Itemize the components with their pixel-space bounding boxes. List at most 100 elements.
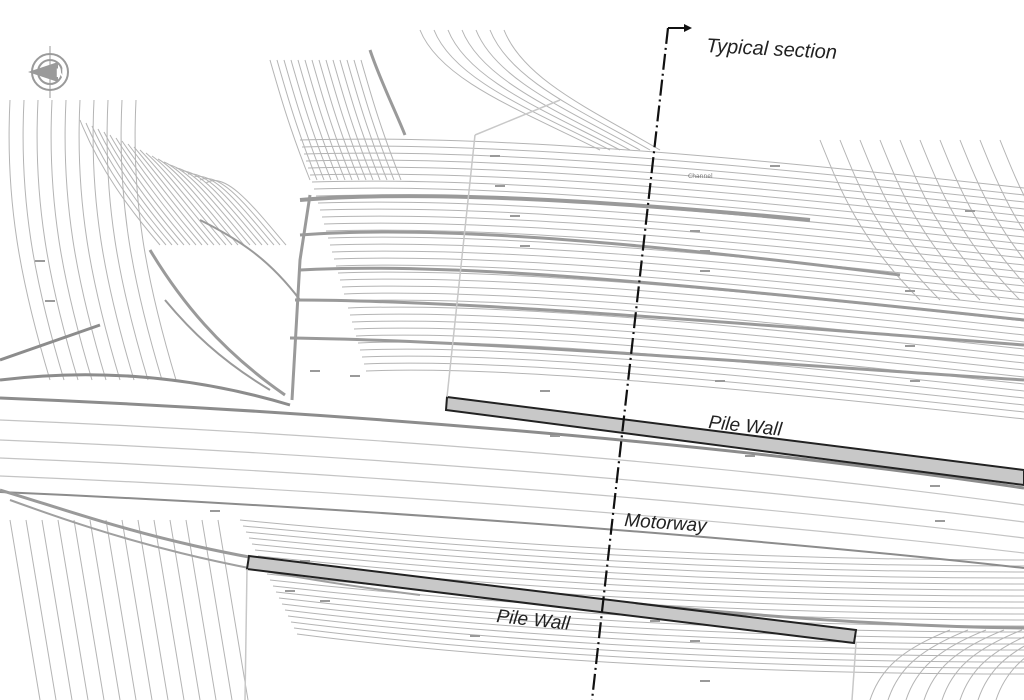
- contour-line: [919, 139, 1021, 301]
- contour-line: [335, 264, 1024, 315]
- contour-line: [290, 59, 332, 181]
- contour-line: [959, 139, 1024, 261]
- contour-line: [269, 59, 311, 181]
- elevation-tick: [930, 485, 940, 487]
- contour-line: [321, 215, 1024, 266]
- contour-line: [299, 138, 1024, 189]
- contour-line: [361, 355, 1024, 406]
- contour-line: [22, 99, 65, 381]
- contour-line: [181, 170, 263, 246]
- contour-line: [185, 519, 217, 700]
- contour-line: [305, 159, 1024, 210]
- contour-line: [239, 519, 1024, 561]
- typical-section-label: Typical section: [706, 35, 838, 64]
- contour-line: [254, 549, 1024, 591]
- contour-line: [325, 229, 1024, 280]
- elevation-tick: [35, 260, 45, 262]
- contour-line: [360, 59, 402, 181]
- elevation-tick: [700, 250, 710, 252]
- north-arrow-icon: N: [28, 46, 69, 98]
- contour-line: [105, 519, 137, 700]
- contour-line: [134, 99, 177, 381]
- contour-line: [311, 59, 353, 181]
- contour-line: [318, 59, 360, 181]
- contour-line: [92, 99, 135, 381]
- contour-line: [327, 236, 1024, 287]
- elevation-tick: [690, 640, 700, 642]
- elevation-tick: [495, 185, 505, 187]
- section-marker-flag-icon: [668, 24, 692, 32]
- contour-line: [332, 59, 374, 181]
- contour-line: [201, 519, 233, 700]
- contour-line: [819, 139, 921, 301]
- contour-line: [313, 187, 1024, 238]
- contour-line: [887, 629, 969, 700]
- contour-line: [433, 29, 611, 151]
- contour-line: [121, 519, 153, 700]
- contour-line: [145, 152, 227, 246]
- elevation-tick: [350, 375, 360, 377]
- contour-line: [343, 292, 1024, 343]
- contour-line: [245, 531, 1024, 573]
- contour-line: [304, 59, 346, 181]
- elevation-tick: [935, 520, 945, 522]
- contour-line: [139, 149, 221, 246]
- contour-line: [193, 175, 275, 246]
- elevation-tick: [490, 155, 500, 157]
- contour-line: [859, 139, 961, 301]
- elevation-tick: [210, 510, 220, 512]
- elevation-tick: [770, 165, 780, 167]
- contour-line: [8, 99, 51, 381]
- contour-line: [365, 369, 1024, 420]
- contour-line: [353, 327, 1024, 378]
- contour-line: [349, 313, 1024, 364]
- contour-line: [64, 99, 107, 381]
- contour-line: [319, 208, 1024, 259]
- contour-line: [346, 59, 388, 181]
- contour-line: [287, 615, 1024, 657]
- contour-line: [242, 525, 1024, 567]
- contour-line: [839, 139, 941, 301]
- contour-line: [283, 59, 325, 181]
- contour-line: [939, 139, 1024, 284]
- contour-line: [137, 519, 169, 700]
- contour-line: [347, 306, 1024, 357]
- contour-line: [217, 519, 249, 700]
- contour-line: [36, 99, 79, 381]
- contour-line: [79, 119, 161, 246]
- svg-text:N: N: [56, 66, 65, 80]
- contour-line: [359, 348, 1024, 399]
- contour-line: [85, 122, 167, 246]
- contour-line: [278, 597, 1024, 639]
- contour-line: [9, 519, 41, 700]
- contour-line: [999, 139, 1024, 197]
- contour-line: [351, 320, 1024, 371]
- elevation-tick: [285, 590, 295, 592]
- elevation-tick: [715, 380, 725, 382]
- elevation-tick: [745, 455, 755, 457]
- contour-line: [199, 177, 281, 246]
- contour-line: [905, 629, 987, 700]
- contour-line: [899, 139, 1001, 301]
- contour-line: [475, 29, 641, 151]
- contour-line: [25, 519, 57, 700]
- pile-wall-south-label: Pile Wall: [495, 606, 571, 635]
- contour-line: [979, 139, 1024, 232]
- contour-line: [120, 99, 163, 381]
- contour-line: [257, 555, 1024, 597]
- contour-line: [78, 99, 121, 381]
- elevation-tick: [540, 390, 550, 392]
- contour-line: [251, 543, 1024, 585]
- terrain-contours: [8, 29, 1024, 700]
- contour-line: [97, 128, 179, 246]
- contour-line: [187, 173, 269, 246]
- contour-line: [489, 29, 651, 151]
- contour-line: [923, 629, 1005, 700]
- contour-line: [50, 99, 93, 381]
- elevation-tick: [700, 680, 710, 682]
- contour-line: [153, 519, 185, 700]
- contour-line: [175, 167, 257, 246]
- pile-wall-north: [444, 395, 1024, 487]
- elevation-tick: [510, 215, 520, 217]
- contour-line: [419, 29, 601, 151]
